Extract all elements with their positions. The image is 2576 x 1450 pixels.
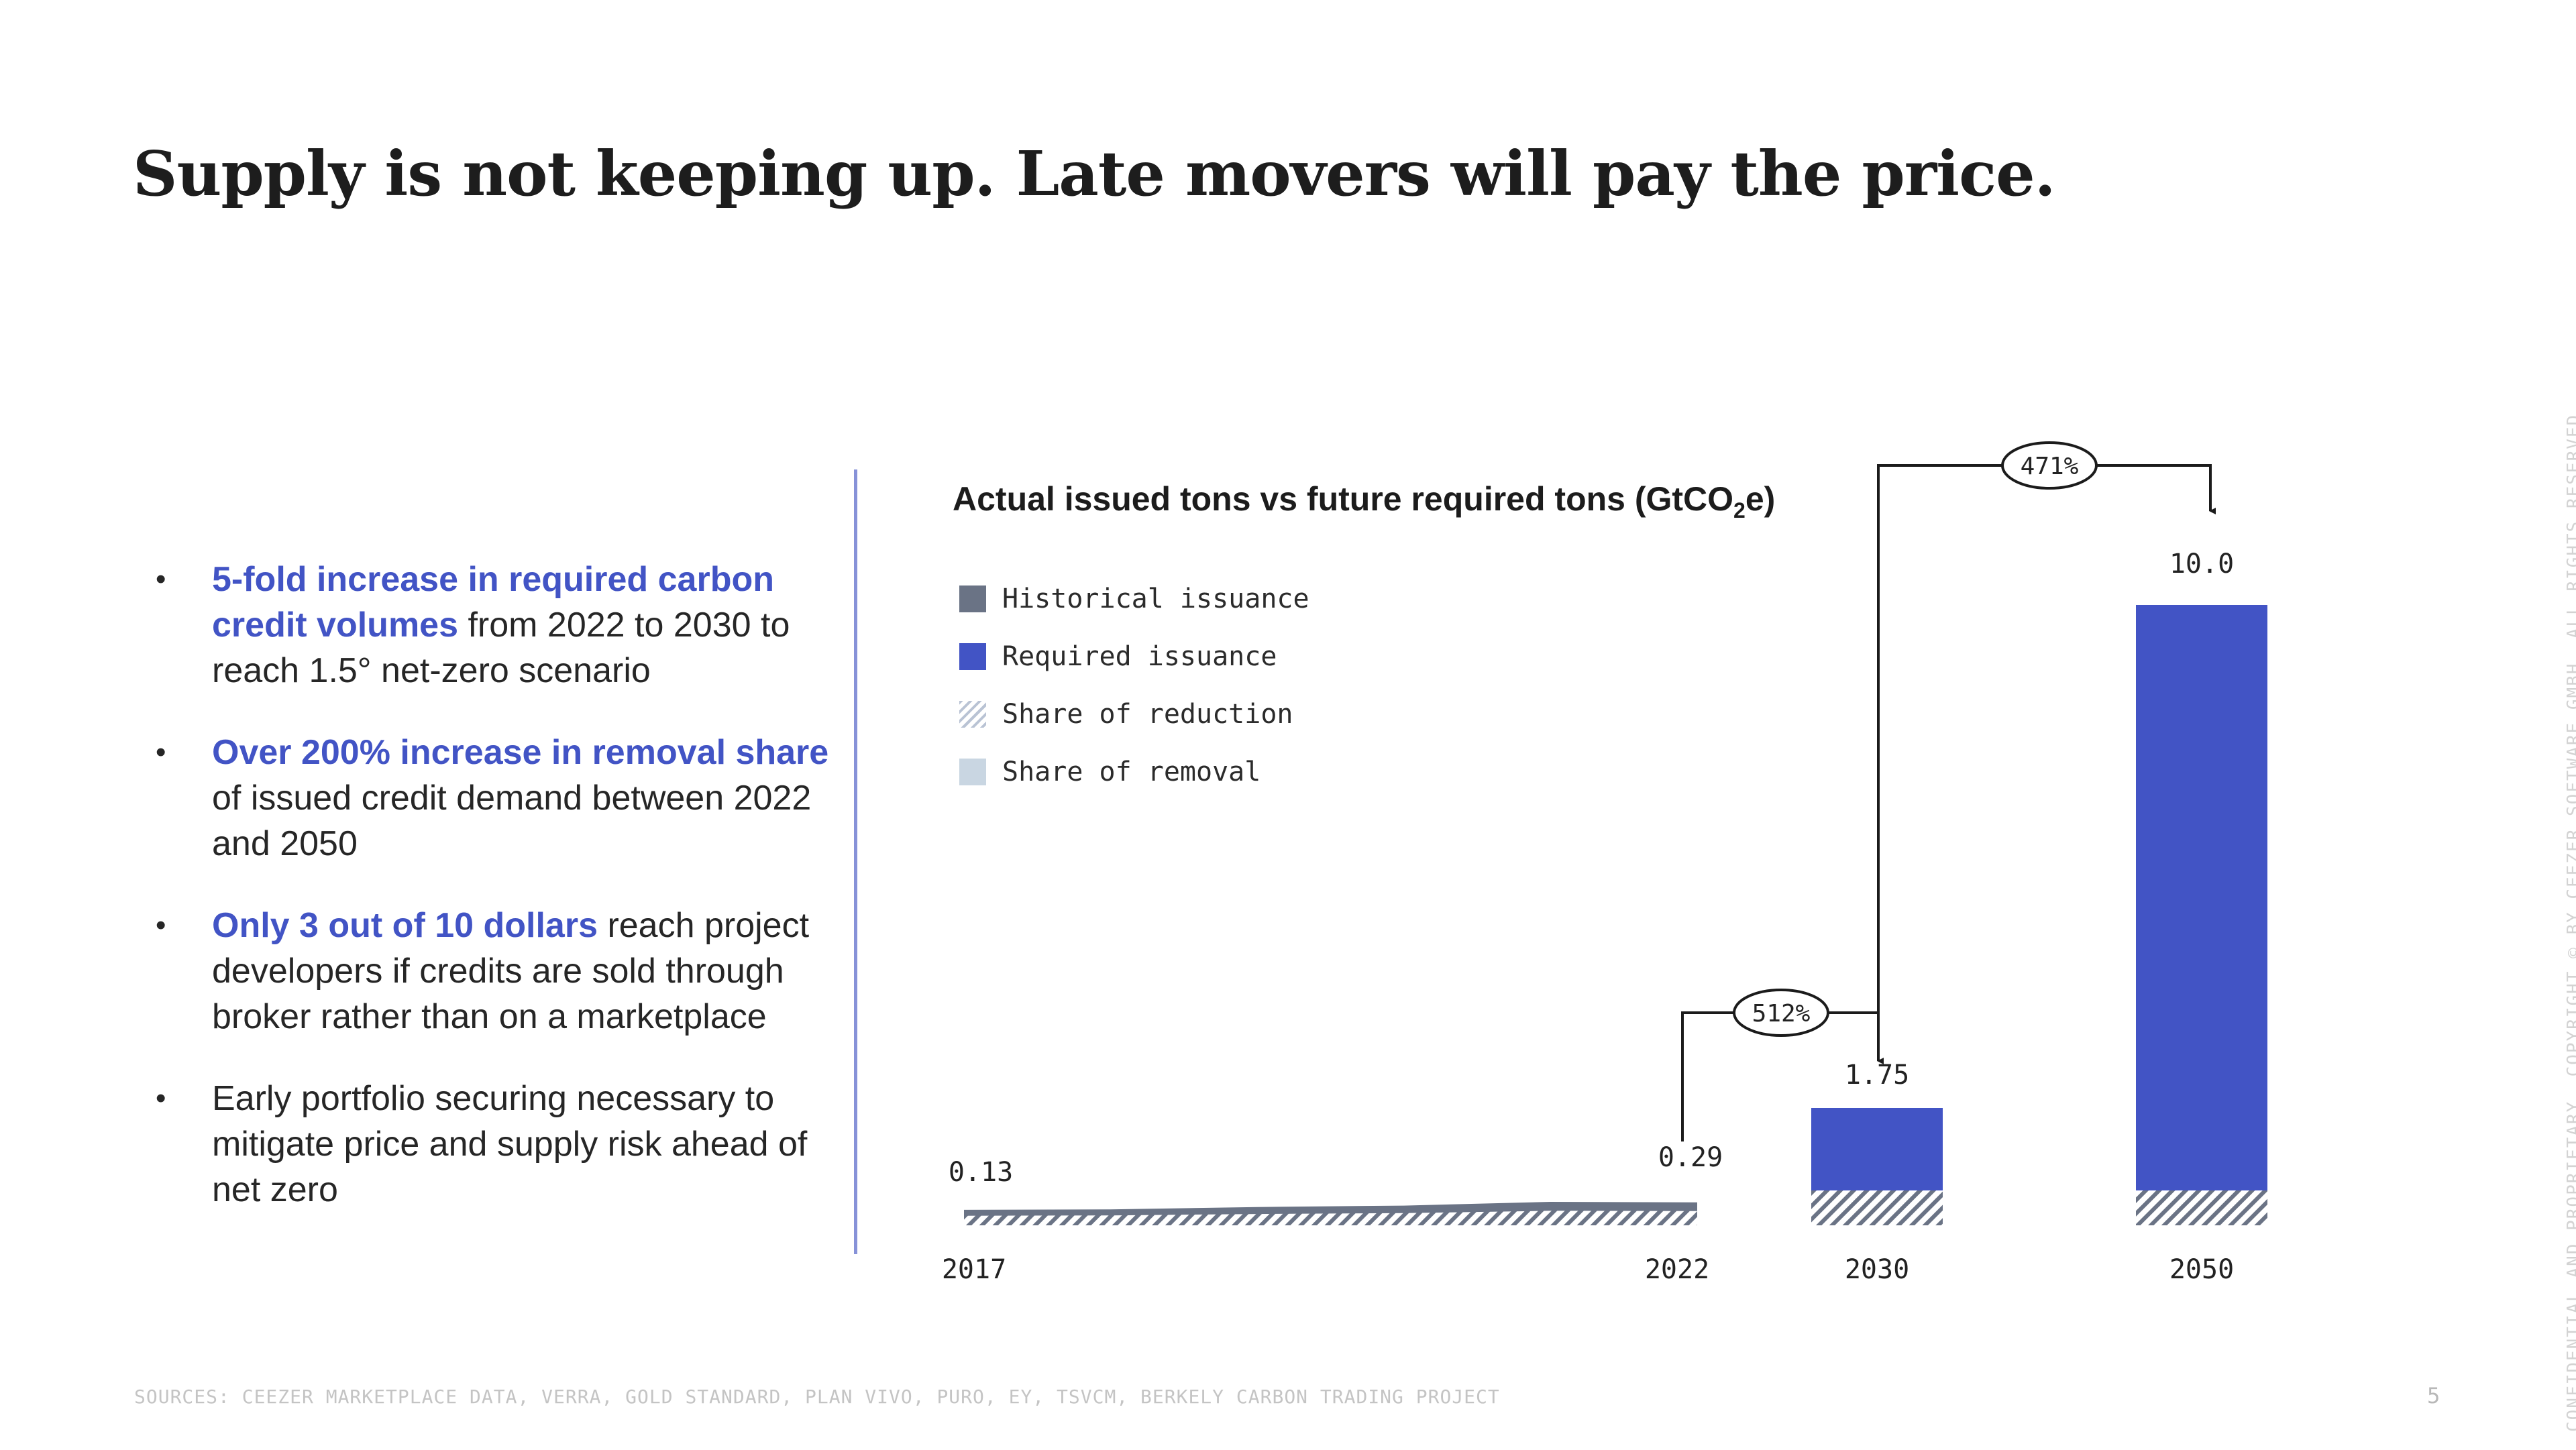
data-label-2022: 0.29 xyxy=(1658,1142,1723,1173)
legend-swatch-required-icon xyxy=(959,643,986,670)
bullet-dot-icon: • xyxy=(156,563,166,596)
bullet-highlight: Only 3 out of 10 dollars xyxy=(212,906,598,945)
copyright-notice: CONFIDENTIAL AND PROPRIETARY. COPYRIGHT … xyxy=(2564,413,2576,1432)
bullet-dot-icon: • xyxy=(156,736,166,769)
chart-legend: Historical issuance Required issuance Sh… xyxy=(959,570,1309,801)
growth-label-2022-2030: 512% xyxy=(1752,1000,1811,1027)
bullet-item: • 5-fold increase in required carbon cred… xyxy=(156,557,840,693)
chart-title: Actual issued tons vs future required to… xyxy=(953,480,1775,523)
reduction-share-bar-2030 xyxy=(1811,1190,1943,1225)
bullet-text: from 2022 to 2030 to reach 1.5° net-zero… xyxy=(212,606,790,690)
legend-item-historical: Historical issuance xyxy=(959,570,1309,628)
historical-reduction-hatch xyxy=(964,1211,1697,1225)
data-label-2030: 1.75 xyxy=(1845,1060,1909,1091)
chart-title-end: e) xyxy=(1745,480,1776,518)
bullet-highlight: Over 200% increase in removal share xyxy=(212,733,829,772)
bullet-item: • Early portfolio securing necessary to m… xyxy=(156,1076,840,1213)
bullet-highlight: 5-fold increase in required carbon credi… xyxy=(212,560,774,645)
legend-item-removal: Share of removal xyxy=(959,743,1309,801)
page-title: Supply is not keeping up. Late movers wi… xyxy=(133,137,2056,210)
required-issuance-bar-2050 xyxy=(2136,605,2267,1225)
sources-footnote: SOURCES: CEEZER MARKETPLACE DATA, VERRA,… xyxy=(134,1386,1500,1408)
legend-label: Historical issuance xyxy=(1002,583,1309,614)
bullet-text: reach project developers if credits are … xyxy=(212,906,810,1036)
reduction-share-bar-2050 xyxy=(2136,1190,2267,1225)
page-number: 5 xyxy=(2427,1383,2440,1408)
legend-swatch-removal-icon xyxy=(959,759,986,785)
chart-title-subscript: 2 xyxy=(1733,498,1746,522)
bullet-text: Early portfolio securing necessary to mi… xyxy=(212,1079,808,1209)
legend-label: Required issuance xyxy=(1002,641,1277,672)
bullet-dot-icon: • xyxy=(156,909,166,942)
legend-swatch-historical-icon xyxy=(959,585,986,612)
growth-badge-2022-2030 xyxy=(1733,989,1829,1037)
legend-item-required: Required issuance xyxy=(959,628,1309,685)
bullet-text: of issued credit demand between 2022 and… xyxy=(212,779,812,863)
x-tick-label-2050: 2050 xyxy=(2169,1254,2234,1285)
bullet-item: • Only 3 out of 10 dollars reach project … xyxy=(156,903,840,1040)
legend-swatch-hatched-icon xyxy=(959,701,986,728)
legend-label: Share of removal xyxy=(1002,757,1261,787)
legend-label: Share of reduction xyxy=(1002,699,1293,730)
x-tick-label-2030: 2030 xyxy=(1845,1254,1909,1285)
x-tick-label-2022: 2022 xyxy=(1645,1254,1709,1285)
growth-badge-2030-2050 xyxy=(2001,441,2098,490)
data-label-2050: 10.0 xyxy=(2169,549,2234,579)
bullet-list: • 5-fold increase in required carbon cred… xyxy=(156,557,840,1249)
bullet-dot-icon: • xyxy=(156,1082,166,1115)
growth-label-2030-2050: 471% xyxy=(2021,453,2079,480)
chart-title-main: Actual issued tons vs future required to… xyxy=(953,480,1734,518)
bullet-item: • Over 200% increase in removal share of … xyxy=(156,730,840,867)
legend-item-reduction: Share of reduction xyxy=(959,685,1309,743)
x-tick-label-2017: 2017 xyxy=(942,1254,1006,1285)
vertical-divider xyxy=(854,469,857,1254)
data-label-2017: 0.13 xyxy=(949,1157,1013,1188)
